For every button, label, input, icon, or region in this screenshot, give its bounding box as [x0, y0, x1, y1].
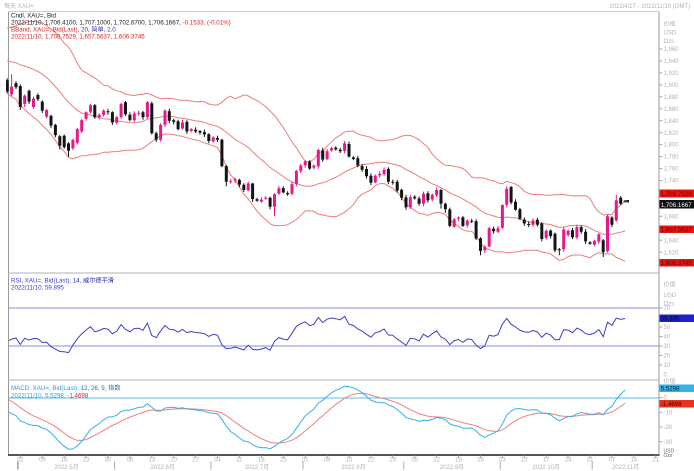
- svg-text:1,880: 1,880: [664, 95, 680, 101]
- svg-text:价值: 价值: [664, 281, 676, 289]
- svg-text:2022 10月: 2022 10月: [532, 464, 560, 471]
- svg-text:-1.4698: -1.4698: [661, 401, 683, 408]
- svg-text:1,780: 1,780: [664, 155, 680, 161]
- svg-text:1,760: 1,760: [664, 167, 680, 173]
- svg-text:Cndl, XAU=, Bid: Cndl, XAU=, Bid: [11, 13, 56, 20]
- svg-text:13: 13: [148, 458, 155, 464]
- svg-text:22: 22: [368, 458, 375, 464]
- svg-text:BBand, XAU=, Bid(Last), 20, 简单: BBand, XAU=, Bid(Last), 20, 简单, 2.0: [11, 26, 116, 34]
- svg-text:25: 25: [280, 458, 287, 464]
- svg-text:24: 24: [565, 458, 572, 464]
- svg-text:59.895: 59.895: [661, 315, 680, 322]
- svg-text:-10: -10: [664, 410, 673, 416]
- svg-text:1,860: 1,860: [664, 107, 680, 113]
- svg-text:0: 0: [664, 396, 668, 402]
- svg-text:17: 17: [543, 458, 550, 464]
- svg-text:RSI, XAU=, Bid(Last), 14, 威尔德平: RSI, XAU=, Bid(Last), 14, 威尔德平滑: [11, 276, 114, 284]
- svg-text:2022/11/10, 5.5298, -1.4698: 2022/11/10, 5.5298, -1.4698: [11, 392, 89, 399]
- svg-text:USD: USD: [664, 31, 677, 37]
- svg-text:USD: USD: [664, 293, 677, 299]
- svg-text:2022/4/27 - 2022/11/10 (GMT): 2022/4/27 - 2022/11/10 (GMT): [609, 4, 690, 10]
- svg-text:31: 31: [587, 458, 594, 464]
- svg-text:0: 0: [664, 373, 668, 379]
- svg-text:05: 05: [411, 458, 418, 464]
- svg-text:1,940: 1,940: [664, 59, 680, 65]
- svg-text:2022 9月: 2022 9月: [440, 464, 464, 471]
- svg-text:20: 20: [170, 458, 177, 464]
- svg-text:-30: -30: [664, 440, 673, 446]
- svg-text:30: 30: [664, 344, 671, 350]
- svg-text:Ozs: Ozs: [664, 302, 675, 308]
- svg-text:09: 09: [39, 458, 46, 464]
- svg-text:价值: 价值: [664, 377, 676, 385]
- svg-text:20: 20: [664, 354, 671, 360]
- svg-text:每天 XAU=: 每天 XAU=: [4, 2, 34, 10]
- svg-text:1,706.1667: 1,706.1667: [661, 202, 693, 209]
- svg-text:18: 18: [258, 458, 265, 464]
- svg-text:2022 8月: 2022 8月: [341, 464, 365, 471]
- svg-text:1,620: 1,620: [664, 250, 680, 256]
- svg-text:2022/11/10, 1,706.4100, 1,707.: 2022/11/10, 1,706.4100, 1,707.1000, 1,70…: [11, 20, 231, 27]
- svg-text:07: 07: [609, 458, 616, 464]
- svg-text:1,657.5637: 1,657.5637: [661, 226, 693, 233]
- svg-text:2022 7月: 2022 7月: [245, 464, 269, 471]
- svg-text:2022/11/10, 59.895: 2022/11/10, 59.895: [11, 284, 64, 291]
- svg-text:50: 50: [664, 325, 671, 331]
- svg-text:2022 11月: 2022 11月: [612, 464, 639, 471]
- svg-text:14: 14: [630, 458, 637, 464]
- svg-text:27: 27: [192, 458, 199, 464]
- svg-text:Ozs: Ozs: [664, 39, 675, 45]
- svg-text:06: 06: [127, 458, 134, 464]
- svg-text:-20: -20: [664, 425, 673, 431]
- svg-text:1,606.3745: 1,606.3745: [661, 260, 693, 267]
- svg-text:30: 30: [105, 458, 112, 464]
- svg-text:21: 21: [652, 458, 659, 464]
- svg-text:29: 29: [389, 458, 396, 464]
- svg-text:1,920: 1,920: [664, 71, 680, 77]
- svg-text:03: 03: [499, 458, 506, 464]
- svg-text:MACD, XAU=, Bid(Last), 12, 26,: MACD, XAU=, Bid(Last), 12, 26, 9, 指数: [11, 384, 121, 392]
- svg-text:2022/11/10, 1,708.7529, 1,657.: 2022/11/10, 1,708.7529, 1,657.5637, 1,60…: [11, 34, 145, 41]
- svg-text:1,840: 1,840: [664, 119, 680, 125]
- svg-text:1,960: 1,960: [664, 47, 680, 53]
- svg-text:Ozs: Ozs: [664, 453, 673, 459]
- svg-text:1,640: 1,640: [664, 238, 680, 244]
- svg-text:40: 40: [664, 335, 671, 341]
- svg-text:1,740: 1,740: [664, 179, 680, 185]
- svg-text:1,820: 1,820: [664, 131, 680, 137]
- svg-text:10: 10: [664, 363, 671, 369]
- svg-text:02: 02: [17, 458, 24, 464]
- svg-text:价格: 价格: [664, 20, 676, 28]
- svg-text:12: 12: [433, 458, 440, 464]
- svg-text:19: 19: [455, 458, 462, 464]
- svg-text:1,900: 1,900: [664, 83, 680, 89]
- svg-text:08: 08: [324, 458, 331, 464]
- svg-text:5.5298: 5.5298: [661, 385, 680, 392]
- svg-text:01: 01: [302, 458, 309, 464]
- svg-text:2022 5月: 2022 5月: [54, 464, 78, 471]
- svg-text:2022 6月: 2022 6月: [151, 464, 175, 471]
- svg-text:USD: USD: [664, 449, 675, 455]
- svg-text:11: 11: [236, 458, 243, 464]
- svg-text:26: 26: [477, 458, 484, 464]
- svg-text:10: 10: [521, 458, 528, 464]
- svg-text:1,680: 1,680: [664, 214, 680, 220]
- svg-text:15: 15: [346, 458, 353, 464]
- svg-text:23: 23: [83, 458, 90, 464]
- svg-text:04: 04: [214, 458, 221, 464]
- svg-text:1,708.7529: 1,708.7529: [661, 191, 693, 198]
- svg-text:1,800: 1,800: [664, 143, 680, 149]
- svg-text:16: 16: [61, 458, 68, 464]
- svg-text:70: 70: [664, 306, 671, 312]
